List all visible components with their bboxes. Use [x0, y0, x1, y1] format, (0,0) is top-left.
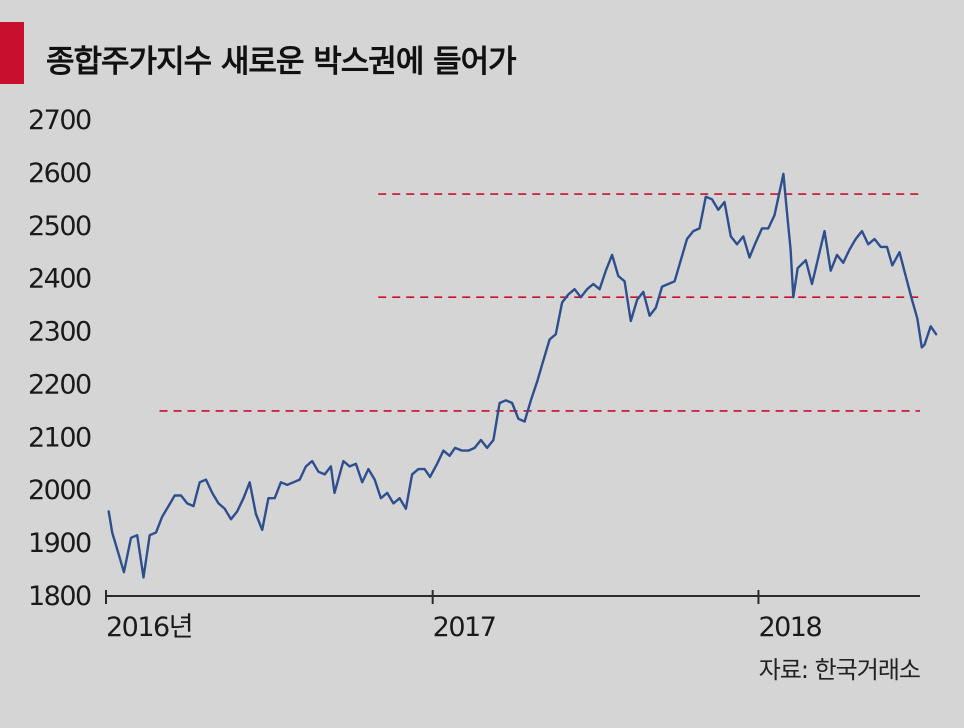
- y-tick-label: 1900: [28, 528, 91, 559]
- y-tick-label: 2100: [28, 422, 91, 453]
- x-tick-label: 2018: [758, 612, 821, 643]
- reference-lines: [159, 193, 920, 412]
- chart-title: 종합주가지수 새로운 박스권에 들어가: [46, 44, 517, 80]
- y-tick-label: 2000: [28, 475, 91, 506]
- source-note: 자료: 한국거래소: [758, 656, 921, 684]
- y-axis-tick-labels: 2700 2600 2500 2400 2300 2200 2100 2000 1900 1800: [28, 105, 93, 612]
- y-tick-label: 2600: [28, 158, 91, 189]
- y-tick-label: 2700: [28, 105, 91, 136]
- title-accent-bar: [0, 22, 24, 84]
- y-tick-label: 2300: [28, 317, 91, 348]
- x-tick-label: 2017: [433, 612, 496, 643]
- y-tick-label: 2400: [28, 264, 91, 295]
- y-tick-label: 2200: [28, 369, 91, 400]
- kospi-index-line: [107, 172, 938, 579]
- y-tick-label: 2500: [28, 211, 91, 242]
- x-axis-ticks: 2016년 2017 2018: [105, 590, 823, 643]
- x-tick-label: 2016년: [106, 612, 192, 643]
- y-tick-label: 1800: [28, 581, 91, 612]
